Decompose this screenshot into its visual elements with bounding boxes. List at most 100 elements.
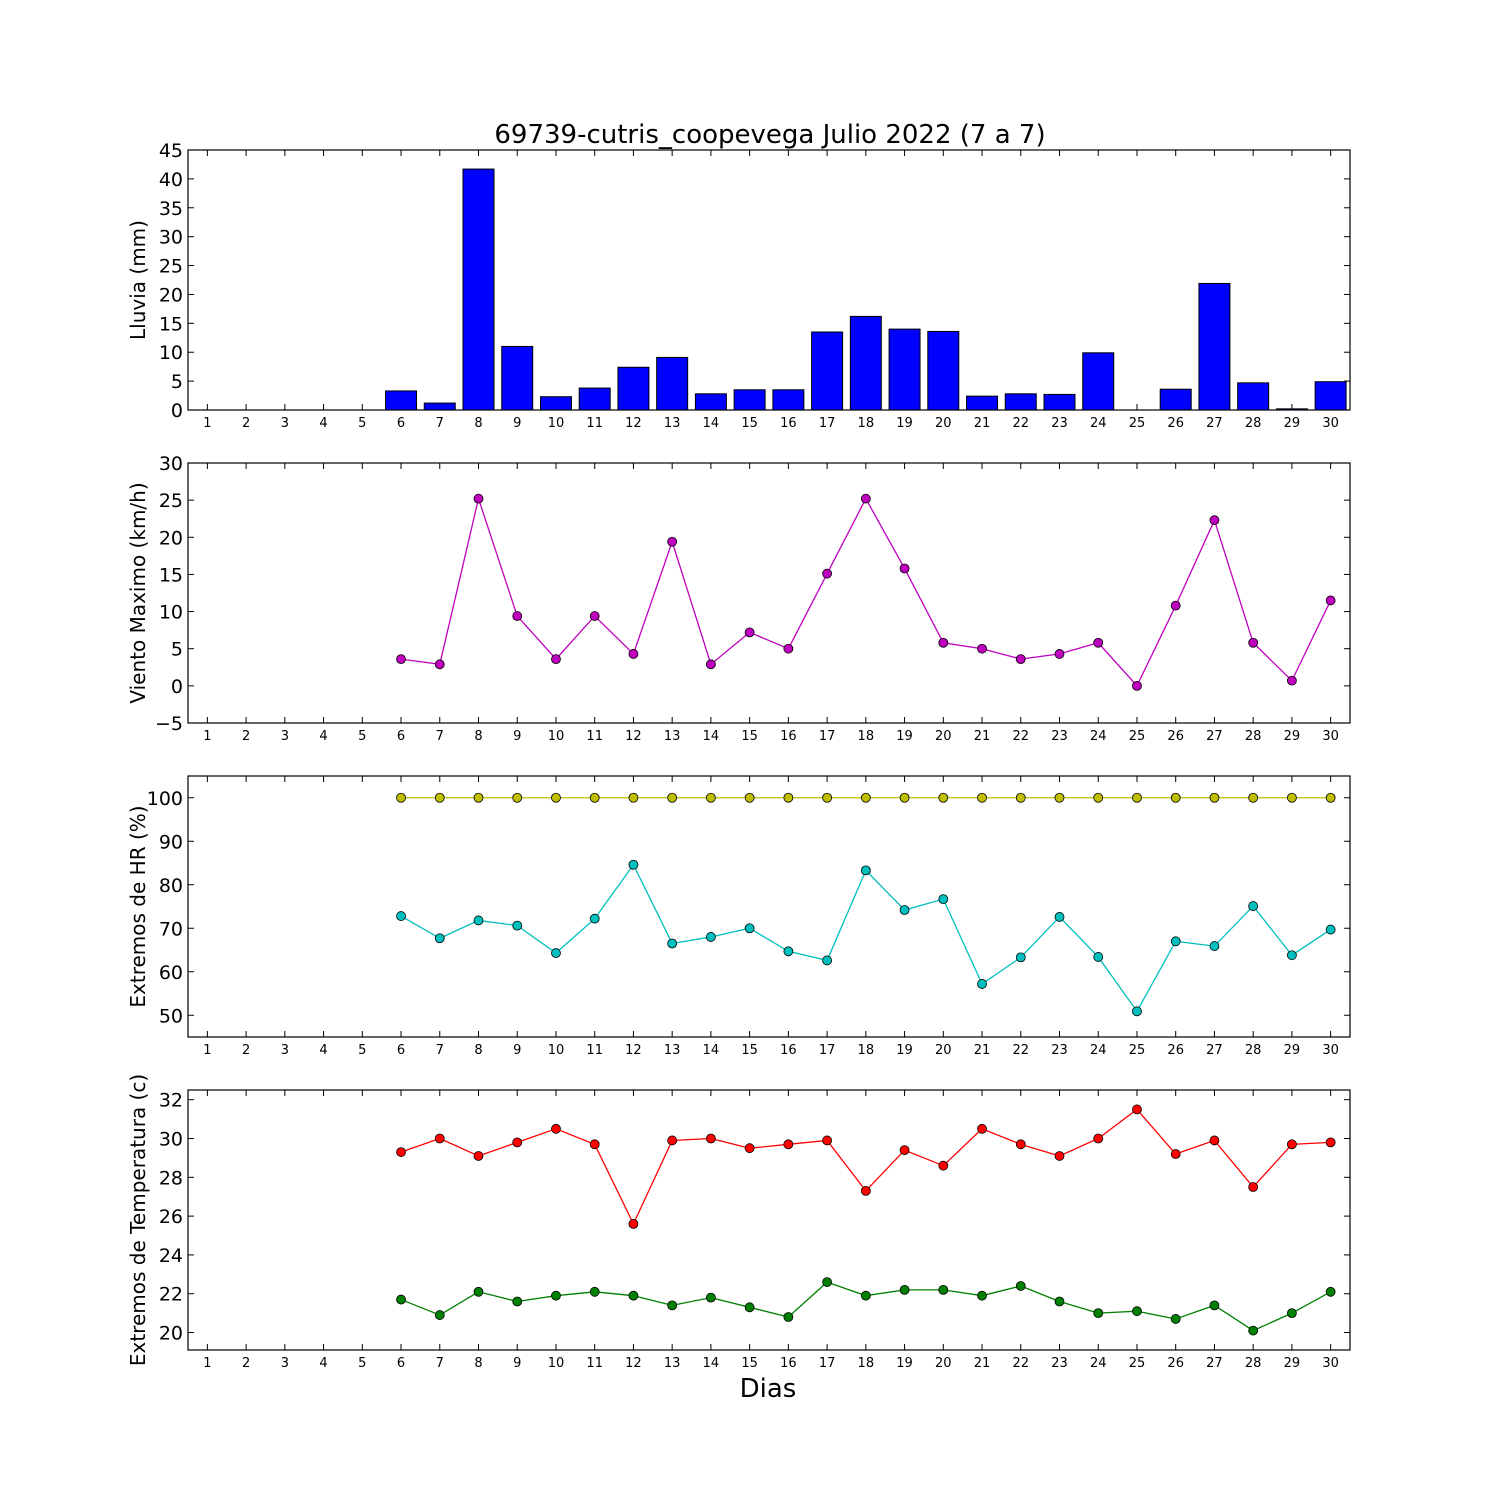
x-tick-label: 24 [1090,1356,1107,1371]
point-s1-day-21 [977,1123,987,1134]
x-tick-label: 22 [1012,729,1029,744]
bar-day-27 [1198,282,1231,411]
x-tick-label: 24 [1090,729,1107,744]
point-s1-day-16 [783,792,794,803]
point-s1-day-10 [551,1123,561,1134]
bar-day-30 [1314,381,1347,411]
x-tick-label: 20 [935,416,952,431]
x-tick-label: 19 [896,416,913,431]
y-tick-label: 90 [159,831,183,853]
x-tick-label: 24 [1090,416,1107,431]
x-tick-label: 15 [741,416,758,431]
x-tick-label: 7 [436,1043,444,1058]
x-tick-label: 17 [819,1043,836,1058]
point-s1-day-11 [589,1139,600,1150]
point-s1-day-22 [1015,792,1026,803]
point-s1-day-29 [1287,675,1297,686]
point-s1-day-21 [977,643,987,654]
point-s1-day-28 [1248,1182,1259,1192]
point-s1-day-27 [1209,792,1220,803]
x-tick-label: 29 [1284,729,1301,744]
x-tick-label: 18 [858,1043,875,1058]
point-s2-day-29 [1287,1308,1297,1319]
point-s1-day-22 [1015,1139,1026,1150]
x-tick-label: 4 [319,416,327,431]
x-tick-label: 10 [548,1356,565,1371]
y-tick-label: 24 [159,1245,183,1267]
y-tick-label: 26 [159,1206,183,1228]
point-s1-day-14 [706,792,716,803]
x-tick-label: 7 [436,1356,444,1371]
x-tick-label: 23 [1051,729,1068,744]
x-tick-label: 3 [281,729,289,744]
x-tick-label: 30 [1322,1043,1339,1058]
x-tick-label: 12 [625,1356,642,1371]
y-tick-label: 60 [159,962,183,984]
x-tick-label: 7 [436,416,444,431]
bar-day-9 [501,345,534,411]
x-tick-label: 11 [586,1043,603,1058]
x-tick-label: 9 [513,1043,521,1058]
x-tick-label: 21 [974,729,991,744]
y-tick-label: 70 [159,918,183,940]
point-s2-day-18 [860,1290,871,1301]
point-s1-day-7 [434,659,445,670]
y-tick-label: 30 [159,453,183,475]
x-tick-label: 12 [625,416,642,431]
x-tick-label: 19 [896,1356,913,1371]
x-tick-label: 16 [780,1043,797,1058]
x-tick-label: 23 [1051,416,1068,431]
point-s2-day-28 [1248,1325,1259,1336]
point-s1-day-9 [512,1137,523,1148]
point-s2-day-14 [706,1292,716,1303]
point-s2-day-20 [938,894,949,905]
x-tick-label: 4 [319,729,327,744]
point-s2-day-23 [1054,1296,1065,1307]
point-s1-day-15 [744,792,755,803]
x-tick-label: 5 [358,1043,366,1058]
y-tick-label: 80 [159,875,183,897]
x-tick-label: 28 [1245,729,1262,744]
x-tick-label: 2 [242,1356,250,1371]
x-tick-label: 15 [741,1356,758,1371]
point-s2-day-22 [1015,952,1026,963]
point-s1-day-6 [396,1147,406,1157]
bar-day-19 [888,328,921,411]
x-tick-label: 3 [281,1356,289,1371]
y-tick-label: 30 [159,1129,183,1151]
point-s1-day-25 [1132,1104,1142,1115]
x-tick-label: 12 [625,729,642,744]
x-axis-label: Dias [740,1374,797,1404]
point-s1-day-30 [1325,595,1336,606]
plot-frame [187,462,1351,724]
point-s1-day-17 [822,792,832,803]
bar-day-26 [1159,388,1192,411]
x-tick-label: 26 [1167,729,1184,744]
point-s2-day-9 [512,1296,523,1307]
point-s1-day-13 [667,536,678,547]
y-axis-label: Lluvia (mm) [126,220,150,340]
x-tick-label: 18 [858,416,875,431]
point-s2-day-16 [783,946,794,957]
x-tick-label: 5 [358,729,366,744]
x-tick-label: 1 [203,416,211,431]
point-s2-day-30 [1325,924,1336,935]
point-s2-day-7 [434,933,445,944]
x-tick-label: 1 [203,1043,211,1058]
x-tick-label: 14 [703,729,720,744]
x-tick-label: 13 [664,1356,681,1371]
point-s1-day-20 [938,1160,949,1171]
x-tick-label: 27 [1206,416,1223,431]
x-tick-label: 14 [703,1043,720,1058]
x-tick-label: 20 [935,729,952,744]
point-s1-day-15 [744,627,755,638]
x-tick-label: 28 [1245,416,1262,431]
y-tick-label: 10 [159,602,183,624]
x-tick-label: 21 [974,416,991,431]
point-s1-day-7 [434,792,445,803]
point-s1-day-12 [628,792,639,803]
bar-day-11 [578,387,611,411]
